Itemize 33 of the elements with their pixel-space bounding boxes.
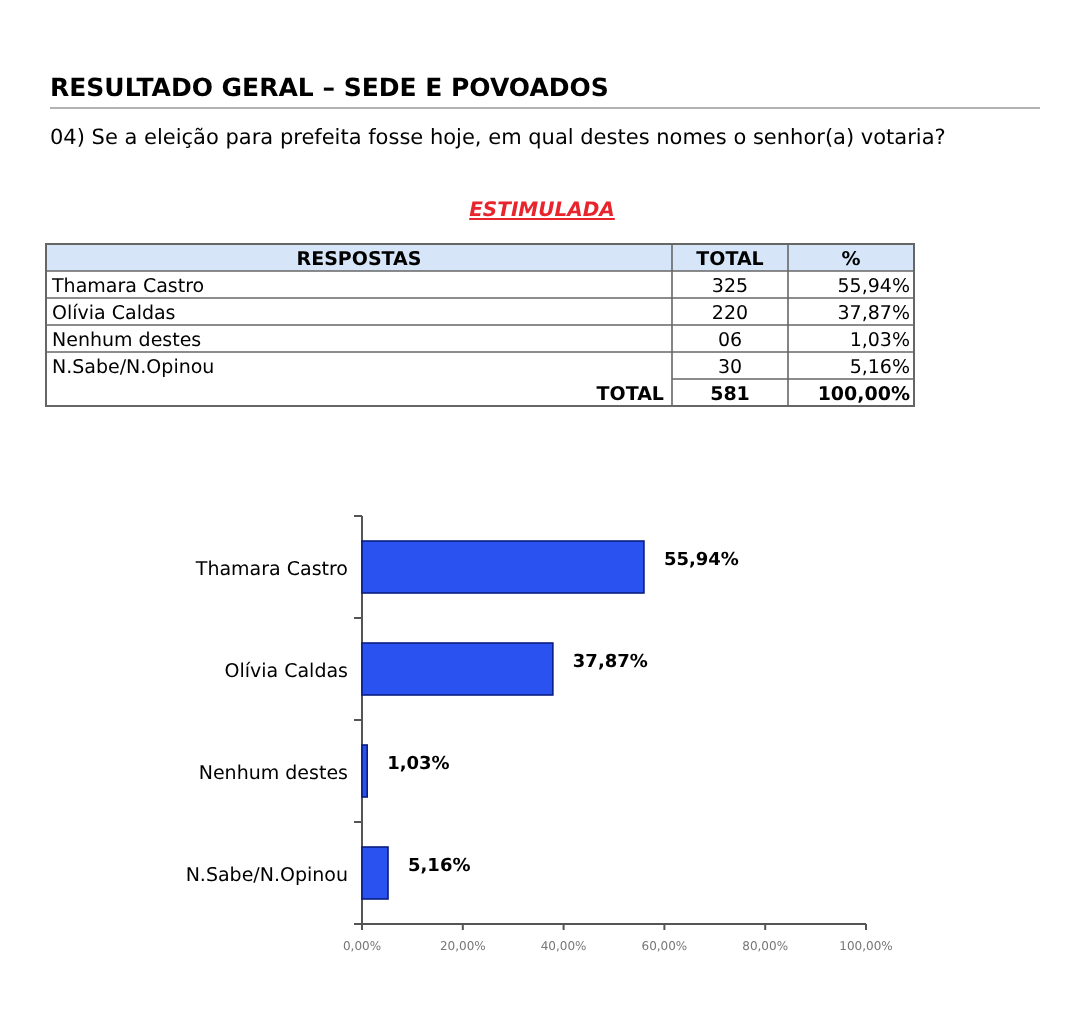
text: RESPOSTAS [296, 249, 422, 271]
text: 325 [711, 276, 749, 298]
text: 04) Se a eleição para prefeita fosse hoje, em qual destes nomes o senhor(a) votaria? [50, 126, 946, 150]
y-tick-label: Thamara Castro [193, 559, 349, 581]
bar [361, 642, 554, 696]
data-label: 37,87% [572, 653, 648, 673]
text: 220 [711, 303, 749, 325]
bar [361, 846, 389, 900]
data-label: 5,16% [408, 857, 471, 877]
y-tick-label: Nenhum destes [198, 763, 349, 785]
text: 37,87% [837, 303, 910, 325]
text: Olívia Caldas [52, 303, 176, 325]
y-tick-label: Olívia Caldas [224, 661, 349, 683]
data-label: 1,03% [387, 755, 450, 775]
text: 100,00% [817, 384, 911, 406]
text: 30 [717, 357, 743, 379]
text: Thamara Castro [50, 276, 205, 298]
text: TOTAL [596, 384, 664, 406]
bar [361, 540, 645, 594]
text: Nenhum destes [52, 330, 202, 352]
text: 581 [710, 384, 750, 406]
text: 1,03% [849, 330, 910, 352]
text: 5,16% [849, 357, 910, 379]
data-label: 55,94% [663, 551, 739, 571]
text: % [841, 249, 862, 271]
text: RESULTADO GERAL – SEDE E POVOADOS [50, 72, 609, 102]
y-tick-label: N.Sabe/N.Opinou [185, 865, 348, 887]
text: TOTAL [696, 249, 764, 271]
text: 06 [717, 330, 743, 352]
text: ESTIMULADA [469, 200, 615, 222]
bar [361, 744, 368, 798]
text: 55,94% [837, 276, 910, 298]
text: N.Sabe/N.Opinou [52, 357, 215, 379]
